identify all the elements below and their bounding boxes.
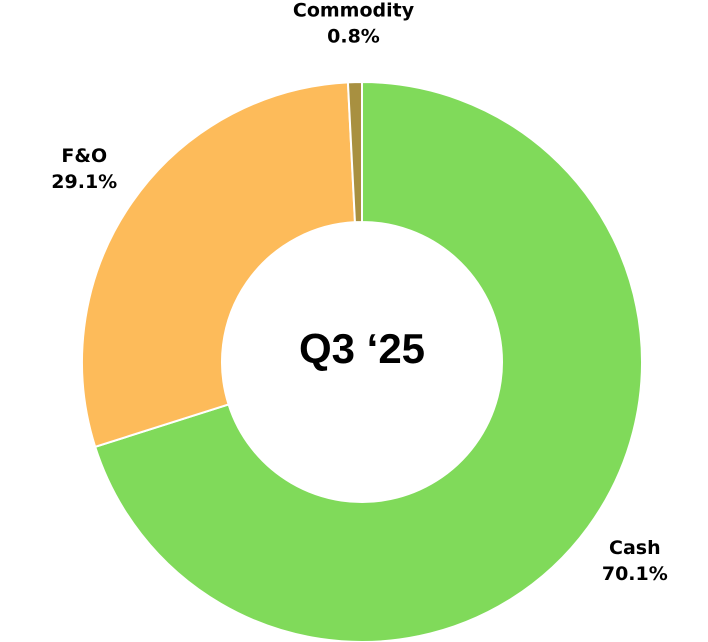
donut-segment	[93, 80, 643, 642]
value-label: 29.1%	[51, 171, 117, 193]
value-label: 70.1%	[602, 563, 668, 585]
donut-segment	[346, 80, 363, 224]
donut-segment	[81, 81, 357, 449]
category-label: Cash	[609, 537, 661, 559]
value-label: 0.8%	[327, 26, 380, 48]
category-label: Commodity	[293, 0, 415, 22]
center-label: Q3 ‘25	[299, 325, 425, 372]
category-label: F&O	[61, 145, 107, 167]
